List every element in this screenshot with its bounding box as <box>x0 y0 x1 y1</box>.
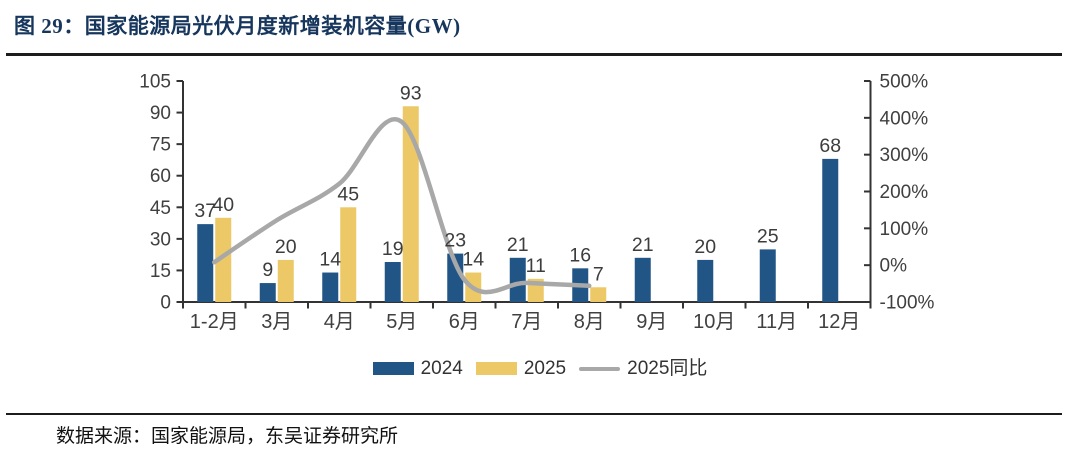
bar-value-label-2024: 21 <box>507 234 529 256</box>
legend-label: 2025 <box>523 358 567 379</box>
x-axis-category-label: 10月 <box>693 311 735 333</box>
bar-2024-7月 <box>509 257 526 302</box>
legend-swatch-2024 <box>372 362 414 375</box>
legend-item-2025同比: 2025同比 <box>579 359 707 378</box>
bar-2024-11月 <box>759 249 776 302</box>
right-axis-tick-label: 0% <box>880 256 908 277</box>
bar-value-label-2025: 40 <box>212 194 234 216</box>
yoy-line <box>212 117 592 295</box>
bar-2024-3月 <box>259 283 276 302</box>
figure-title: 图 29：国家能源局光伏月度新增装机容量(GW) <box>14 14 461 38</box>
left-axis-tick-label: 105 <box>139 72 171 93</box>
x-axis-category-label: 3月 <box>261 311 292 333</box>
chart-legend: 2024 2025 2025同比 <box>0 359 1080 378</box>
bar-value-label-2024: 68 <box>819 135 841 157</box>
bar-value-label-2024: 16 <box>569 244 591 266</box>
bar-2024-6月 <box>447 253 464 302</box>
bar-2024-4月 <box>322 272 339 302</box>
data-source-note: 数据来源：国家能源局，东吴证券研究所 <box>56 426 399 447</box>
legend-item-2025: 2025 <box>475 358 567 379</box>
bar-value-label-2024: 14 <box>319 249 341 271</box>
bar-value-label-2025: 14 <box>462 249 484 271</box>
right-axis-tick-label: 100% <box>880 219 929 240</box>
axes <box>176 80 872 309</box>
left-axis-tick-label: 0 <box>160 293 171 314</box>
right-axis-tick-label: 300% <box>880 145 929 166</box>
bar-2025-1-2月 <box>215 217 232 302</box>
bar-value-label-2024: 20 <box>694 236 716 258</box>
bar-2024-1-2月 <box>197 224 214 302</box>
left-axis-tick-label: 60 <box>150 166 171 187</box>
bar-2025-3月 <box>277 259 294 302</box>
x-axis-category-label: 1-2月 <box>190 311 239 333</box>
bar-2024-10月 <box>697 259 714 302</box>
bar-value-label-2024: 9 <box>262 259 273 281</box>
bar-2024-5月 <box>384 262 401 302</box>
right-axis-tick-label: 200% <box>880 182 929 203</box>
bar-value-label-2025: 11 <box>526 255 546 277</box>
bar-value-label-2024: 19 <box>382 238 404 260</box>
bar-2024-9月 <box>634 257 651 302</box>
bar-2025-4月 <box>340 207 357 302</box>
x-axis-category-label: 4月 <box>324 311 355 333</box>
x-axis-category-label: 11月 <box>756 311 797 333</box>
bar-2024-12月 <box>822 158 839 302</box>
x-axis-category-label: 6月 <box>449 311 480 333</box>
right-axis-tick-label: 500% <box>880 72 929 93</box>
legend-swatch-2025同比 <box>579 366 621 371</box>
bar-value-label-2024: 37 <box>194 200 216 222</box>
bar-value-label-2025: 20 <box>275 236 297 258</box>
bar-value-label-2024: 25 <box>757 225 779 247</box>
x-axis-category-label: 8月 <box>574 311 605 333</box>
x-axis-category-label: 7月 <box>511 311 542 333</box>
right-axis-tick-label: 400% <box>880 108 929 129</box>
left-axis-tick-label: 15 <box>150 261 171 282</box>
left-axis-tick-label: 90 <box>150 103 171 124</box>
legend-item-2024: 2024 <box>372 358 463 379</box>
right-axis-tick-label: -100% <box>880 293 935 314</box>
bar-series-2024 <box>197 158 839 302</box>
left-axis-tick-label: 75 <box>150 135 171 156</box>
legend-label: 2024 <box>420 358 463 379</box>
legend-swatch-2025 <box>475 362 517 375</box>
bar-series-2025 <box>215 106 607 302</box>
bar-value-label-2025: 7 <box>593 263 604 285</box>
bar-2025-8月 <box>590 287 607 302</box>
bar-value-label-2024: 21 <box>632 234 654 256</box>
bar-value-label-2024: 23 <box>444 230 466 252</box>
x-axis-category-label: 12月 <box>818 311 860 333</box>
bar-value-label-2025: 45 <box>337 183 359 205</box>
footer-divider <box>6 413 1062 415</box>
left-axis-tick-label: 45 <box>150 198 171 219</box>
bar-2025-5月 <box>402 106 419 302</box>
left-axis-tick-label: 30 <box>150 229 171 250</box>
title-divider <box>6 53 1062 56</box>
legend-label: 2025同比 <box>627 358 708 379</box>
bar-value-label-2025: 93 <box>400 82 422 104</box>
x-axis-category-label: 9月 <box>636 311 667 333</box>
x-axis-category-label: 5月 <box>386 311 417 333</box>
